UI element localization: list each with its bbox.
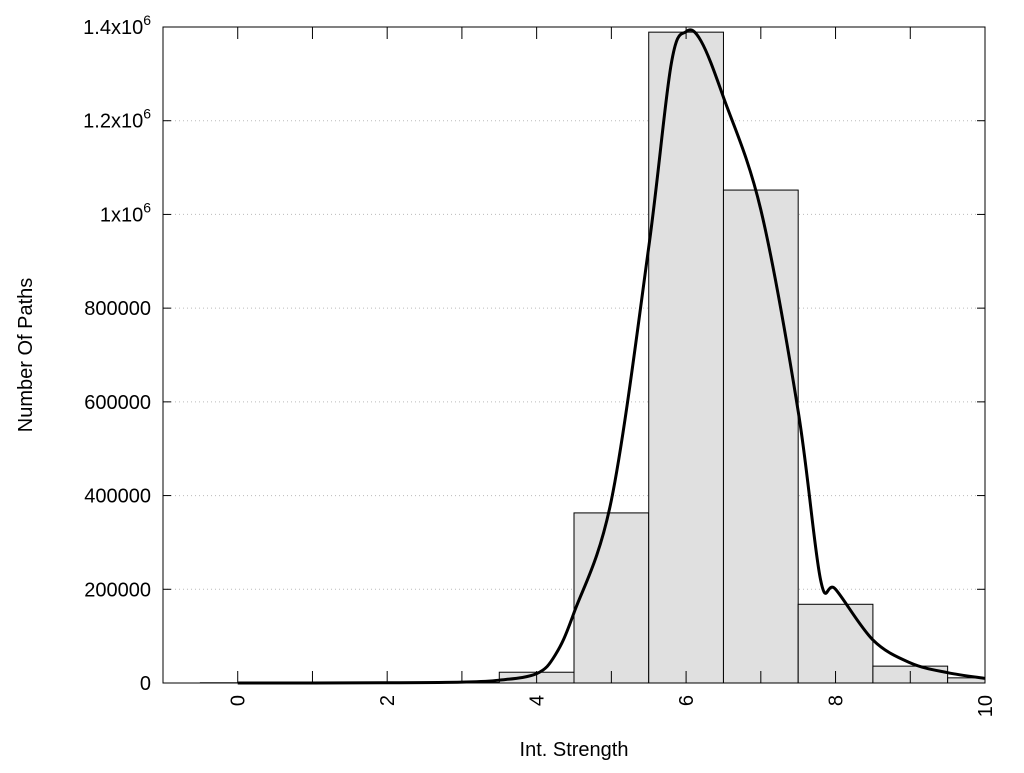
- y-tick-label: 0: [140, 673, 151, 695]
- x-tick-label: 6: [676, 695, 698, 706]
- y-axis-label: Number Of Paths: [15, 278, 37, 433]
- bar: [723, 190, 798, 683]
- x-tick-label: 4: [527, 695, 549, 706]
- x-tick-label: 0: [228, 695, 250, 706]
- y-tick-label: 1.4x106: [83, 12, 151, 39]
- x-tick-label: 2: [377, 695, 399, 706]
- x-axis-label: Int. Strength: [520, 739, 629, 761]
- x-tick-labels: 0 2 4 6 8 10: [228, 695, 997, 717]
- y-tick-exponent: 6: [143, 12, 151, 28]
- y-tick-exponent: 6: [143, 106, 151, 122]
- y-tick-exponent: 6: [143, 199, 151, 215]
- y-tick-label: 1.2x106: [83, 106, 151, 133]
- bar: [649, 32, 724, 683]
- x-tick-label: 10: [975, 695, 997, 717]
- y-tick-label: 200000: [84, 579, 151, 601]
- y-tick-label: 400000: [84, 486, 151, 508]
- bars: [200, 32, 985, 683]
- x-tick-label: 8: [826, 695, 848, 706]
- y-tick-label: 600000: [84, 392, 151, 414]
- y-tick-label: 1x106: [100, 199, 151, 226]
- bar: [574, 513, 649, 683]
- y-tick-label: 800000: [84, 298, 151, 320]
- y-tick-labels: 0 200000 400000 600000 800000 1x106 1.2x106 1.4…: [83, 12, 151, 695]
